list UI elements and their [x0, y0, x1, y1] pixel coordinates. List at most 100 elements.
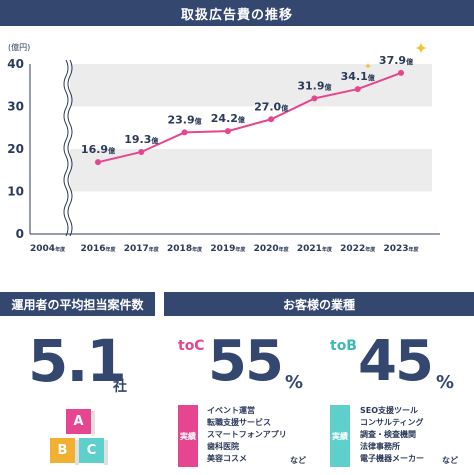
grid-band	[70, 64, 432, 107]
axis-break-icon	[67, 59, 73, 237]
toc-example-list: イベント運営 転職支援サービス スマートフォンアプリ 歯科医院 美容コスメ	[207, 405, 287, 465]
sparkle-icon	[364, 62, 372, 70]
series-line	[97, 71, 402, 164]
block-a-icon: A	[66, 405, 95, 436]
tob-example-list: SEO支援ツール コンサルティング 調査・検査機関 法律事務所 電子機器メーカー	[360, 405, 424, 465]
x-tick-year: 2021	[297, 244, 322, 254]
data-label-value: 23.9	[168, 113, 195, 126]
x-tick-suffix: 年度	[192, 246, 203, 253]
x-tick-label: 2020年度	[254, 244, 290, 254]
data-point	[398, 69, 404, 76]
x-tick-year: 2017	[124, 244, 149, 254]
x-tick-suffix: 年度	[106, 246, 117, 253]
toc-tag: toC	[178, 338, 205, 354]
x-tick-suffix: 年度	[409, 246, 420, 253]
grid-band	[70, 149, 432, 192]
x-tick-suffix: 年度	[279, 246, 290, 253]
x-tick-suffix: 年度	[365, 246, 376, 253]
list-item: 歯科医院	[207, 442, 239, 451]
y-tick-label: 0	[16, 227, 24, 241]
x-tick-label: 2021年度	[297, 244, 333, 254]
list-item: 転職支援サービス	[207, 418, 271, 427]
toc-results-badge: 実績	[178, 405, 198, 467]
x-tick-year: 2022	[340, 244, 365, 254]
block-c-icon: C	[79, 434, 108, 465]
x-tick-year: 2020	[254, 244, 279, 254]
grid-band	[70, 106, 432, 149]
x-tick-year: 2019	[210, 244, 235, 254]
y-tick-label: 40	[7, 57, 24, 71]
tob-results-badge: 実績	[330, 405, 350, 467]
x-tick-suffix: 年度	[322, 246, 333, 253]
data-label-unit: 億	[281, 103, 288, 112]
list-item: 法律事務所	[360, 442, 400, 451]
toc-percent-sign: %	[285, 372, 304, 393]
data-label-unit: 億	[368, 73, 375, 82]
x-tick-label: 2022年度	[340, 244, 376, 254]
x-tick-label: 2004年度	[30, 244, 66, 254]
data-label-value: 27.0	[254, 100, 281, 113]
data-label: 37.9億	[379, 54, 413, 67]
data-label-value: 24.2	[211, 112, 238, 125]
data-label-value: 37.9	[379, 54, 406, 67]
avg-cases-unit: 社	[113, 379, 127, 395]
x-tick-label: 2019年度	[210, 244, 246, 254]
x-tick-suffix: 年度	[149, 246, 160, 253]
data-point	[311, 95, 318, 102]
data-label: 19.3億	[124, 133, 158, 146]
list-item: イベント運営	[207, 406, 255, 415]
data-label: 34.1億	[341, 70, 375, 83]
list-item: 調査・検査機関	[360, 430, 416, 439]
sparkle-icon	[414, 41, 428, 55]
toc-percent: 55	[208, 329, 284, 394]
abc-blocks-icon: A B C	[44, 404, 116, 474]
toc-etc: など	[290, 456, 306, 465]
data-label-value: 34.1	[341, 70, 368, 83]
x-tick-year: 2004	[30, 244, 55, 254]
data-label-value: 31.9	[297, 79, 324, 92]
axis-break-icon	[63, 59, 69, 237]
avg-panel-title: 運用者の平均担当案件数	[0, 292, 155, 316]
list-item: スマートフォンアプリ	[207, 430, 287, 439]
x-tick-label: 2016年度	[80, 244, 116, 254]
data-label-value: 19.3	[124, 133, 151, 146]
data-label-unit: 億	[108, 146, 115, 155]
data-point	[138, 148, 145, 155]
x-tick-year: 2018	[167, 244, 192, 254]
y-tick-label: 10	[7, 185, 24, 199]
block-a-letter: A	[73, 414, 84, 429]
data-point	[224, 128, 231, 135]
data-label-unit: 億	[324, 82, 331, 91]
block-c-letter: C	[86, 443, 97, 458]
page-title: 取扱広告費の推移	[0, 0, 474, 26]
block-b-icon: B	[50, 434, 79, 465]
data-label-unit: 億	[238, 115, 245, 124]
x-tick-year: 2023	[383, 244, 408, 254]
data-label: 31.9億	[297, 79, 331, 92]
y-tick-label: 30	[7, 100, 24, 114]
y-tick-label: 20	[7, 142, 24, 156]
data-point	[354, 86, 361, 93]
x-tick-year: 2016	[80, 244, 105, 254]
customer-panel-title: お客様の業種	[164, 292, 474, 316]
x-tick-label: 2017年度	[124, 244, 160, 254]
avg-cases-value: 5.1	[28, 327, 127, 395]
list-item: 美容コスメ	[207, 454, 247, 463]
x-tick-suffix: 年度	[235, 246, 246, 253]
x-tick-label: 2018年度	[167, 244, 203, 254]
data-label: 23.9億	[168, 113, 202, 126]
data-label-value: 16.9	[81, 143, 108, 156]
tob-percent: 45	[358, 329, 434, 394]
tob-etc: など	[442, 456, 458, 465]
data-label: 24.2億	[211, 112, 245, 125]
grid-band	[70, 191, 432, 234]
y-axis-unit: (億円)	[8, 42, 30, 52]
tob-percent-sign: %	[436, 372, 455, 393]
data-point	[268, 116, 275, 123]
block-b-letter: B	[57, 443, 68, 458]
data-label-unit: 億	[151, 136, 158, 145]
list-item: 電子機器メーカー	[360, 454, 424, 463]
data-point	[95, 159, 101, 166]
x-tick-label: 2023年度	[383, 244, 419, 254]
